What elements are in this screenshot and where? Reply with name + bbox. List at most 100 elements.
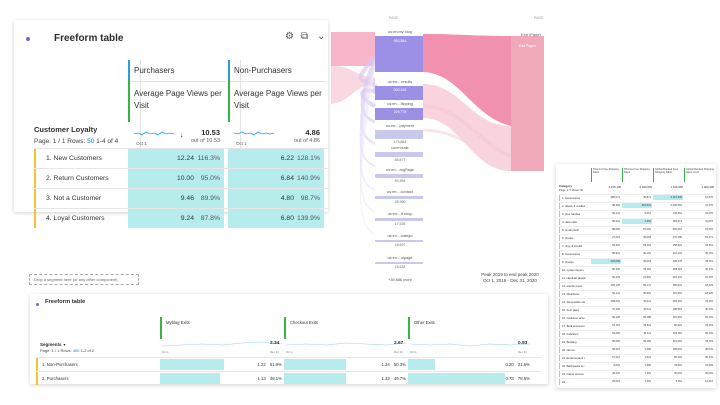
metric-cell[interactable]: 20,101: [705, 316, 713, 319]
metric-cell[interactable]: 86,082: [612, 340, 620, 343]
metric-cell[interactable]: 183,213: [672, 220, 682, 223]
metric-cell[interactable]: 105,178: [610, 284, 620, 287]
table-row[interactable]: 15. Item plaid 70,190 20,111 108,519 40,101: [559, 306, 713, 313]
metric-cell[interactable]: 41,015: [705, 220, 713, 223]
metric-cell[interactable]: 1,201: [644, 380, 652, 383]
metric-cell[interactable]: 158,921: [672, 244, 682, 247]
row-label[interactable]: 14. Renewable ele: [559, 299, 589, 305]
table-row[interactable]: 12. electric tools 105,178 59,172 306,021 18…: [559, 282, 713, 289]
flow-node-main[interactable]: [375, 36, 423, 72]
row-label[interactable]: 18. Fabrikam: [559, 331, 589, 337]
metric-cell[interactable]: 41,070: [705, 212, 713, 215]
column-header-other-exits[interactable]: Other Exits: [408, 317, 532, 339]
table-row[interactable]: 1. New Customers 12.24 116.3% 6.22 128.1%: [34, 148, 328, 168]
flow-node[interactable]: [375, 86, 423, 100]
table-row[interactable]: 8. Accessories 80,931 42,101 211,191 45,161: [559, 250, 713, 257]
metric-cell[interactable]: 31,009: [705, 364, 713, 367]
metric-cell[interactable]: 9,012: [644, 212, 652, 215]
table-row[interactable]: 14. Renewable ele 109,091 30,111 193,101 20,…: [559, 298, 713, 305]
table-row[interactable]: 7. chgr & credits 84,391 82,011 158,921 34,5…: [559, 242, 713, 249]
metric-cell[interactable]: 7,461: [622, 219, 652, 225]
flow-node[interactable]: [375, 218, 423, 221]
metric-cell[interactable]: 9,091: [613, 364, 621, 367]
metric-cell[interactable]: 43,510: [674, 364, 682, 367]
export-icon[interactable]: ⧉: [301, 31, 309, 42]
row-label[interactable]: 1. Non-Purchasers: [36, 358, 160, 371]
metric-cell[interactable]: 40,101: [705, 308, 713, 311]
metric-cell[interactable]: 98,384: [612, 204, 620, 207]
table-row[interactable]: 24. ... 29,019 1,201 5,011 12,012: [559, 378, 713, 385]
flow-node-exit[interactable]: [511, 36, 544, 171]
flow-node[interactable]: [375, 130, 423, 139]
segment-drop-zone[interactable]: Drop a segment here (or any other compon…: [29, 274, 139, 285]
metric-cell[interactable]: 306,021: [672, 284, 682, 287]
column-header-purchasers[interactable]: Purchasers Average Page Views per Visit: [128, 60, 226, 122]
metric-cell[interactable]: 60,279: [612, 276, 620, 279]
flow-node[interactable]: [375, 152, 423, 157]
metric-cell[interactable]: 90,921: [674, 324, 682, 327]
metric-cell[interactable]: 6.80 139.9%: [228, 209, 324, 228]
metric-cell[interactable]: 20,001: [674, 372, 682, 375]
metric-cell[interactable]: 68,410: [612, 348, 620, 351]
row-label[interactable]: 4. Loyal Customers: [34, 209, 142, 228]
metric-cell[interactable]: 1,301: [644, 372, 652, 375]
row-label[interactable]: 6. cheats: [559, 235, 589, 241]
metric-cell[interactable]: 2,115,996: [653, 195, 683, 201]
row-label[interactable]: 7. chgr & credits: [559, 243, 589, 249]
metric-cell[interactable]: 108,519: [672, 308, 682, 311]
flow-node[interactable]: [375, 174, 423, 178]
metric-cell[interactable]: 36,191: [705, 332, 713, 335]
metric-cell[interactable]: 43,811: [643, 324, 651, 327]
dimension-title[interactable]: Category: [559, 184, 573, 188]
metric-cell[interactable]: 1.22 51.9%: [160, 358, 284, 371]
metric-cell[interactable]: 43,019: [643, 260, 651, 263]
row-label[interactable]: 2. attach & cradles: [559, 203, 589, 209]
row-label[interactable]: 2. Return Customers: [34, 169, 142, 188]
dimension-title[interactable]: Segments ▼: [40, 342, 94, 347]
metric-cell[interactable]: 6.22 128.1%: [228, 149, 324, 168]
metric-cell[interactable]: 20,119: [705, 324, 713, 327]
gear-icon[interactable]: ⚙: [285, 31, 294, 42]
metric-cell[interactable]: 43,181: [643, 340, 651, 343]
metric-cell[interactable]: 229,099: [591, 259, 621, 265]
row-label[interactable]: 3. plus hardwa: [559, 211, 589, 217]
column-header[interactable]: Phones Free Shipping Rank: [622, 168, 652, 182]
metric-cell[interactable]: 34,111: [643, 332, 651, 335]
metric-cell[interactable]: 211,191: [672, 252, 682, 255]
metric-cell[interactable]: 12.24 116.3%: [128, 149, 224, 168]
row-label[interactable]: 12. electric tools: [559, 283, 589, 289]
filter-icon[interactable]: ▼: [62, 343, 67, 347]
column-header-myblog-exits[interactable]: Myblog Exits: [160, 317, 284, 339]
metric-cell[interactable]: 10.00 95.0%: [128, 169, 224, 188]
flow-node[interactable]: [375, 262, 423, 264]
metric-cell[interactable]: 54,082: [612, 332, 620, 335]
row-label[interactable]: 16. Cellulose acce: [559, 315, 589, 321]
metric-cell[interactable]: 61,011: [612, 324, 620, 327]
table-row[interactable]: 11. Hardrain plastic 60,279 24,901 291,101 2…: [559, 274, 713, 281]
row-label[interactable]: 4. data calls: [559, 219, 589, 225]
rows-per-page-select[interactable]: 400: [72, 348, 80, 353]
table-row[interactable]: 3. Not a Customer 9.46 89.9% 4.80 98.7%: [34, 188, 328, 208]
metric-cell[interactable]: 12,070: [705, 196, 713, 199]
table-row[interactable]: 5. small plush 88,082 97,291 202,012 10,010: [559, 226, 713, 233]
table-row[interactable]: 9. charge 229,099 43,019 209,178 40,011: [559, 258, 713, 265]
table-row[interactable]: 2. Return Customers 10.00 95.0% 6.84 140.9%: [34, 168, 328, 188]
row-label[interactable]: 17. Bulk accessori: [559, 323, 589, 329]
flow-node[interactable]: [375, 108, 423, 120]
row-label[interactable]: 9. charge: [559, 259, 589, 265]
row-label[interactable]: 3. Not a Customer: [34, 189, 142, 208]
metric-cell[interactable]: 70,190: [612, 308, 620, 311]
metric-cell[interactable]: 20,111: [643, 308, 651, 311]
metric-cell[interactable]: 2,236,091: [670, 204, 682, 207]
metric-cell[interactable]: 84,391: [612, 244, 620, 247]
metric-cell[interactable]: 65,191: [674, 356, 682, 359]
metric-cell[interactable]: 34,119: [705, 340, 713, 343]
metric-cell[interactable]: 124,001: [672, 340, 682, 343]
metric-cell[interactable]: 109,091: [610, 300, 620, 303]
table-row[interactable]: 20. Humor 68,410 1,600 109,001 30,041: [559, 346, 713, 353]
row-label[interactable]: 13. Distributor: [559, 291, 589, 297]
metric-cell[interactable]: 10,010: [705, 228, 713, 231]
table-row[interactable]: 21. Endorsement t 67,212 1,521 65,191 30,131: [559, 354, 713, 361]
metric-cell[interactable]: 43,018: [643, 236, 651, 239]
metric-cell[interactable]: 88,082: [612, 228, 620, 231]
